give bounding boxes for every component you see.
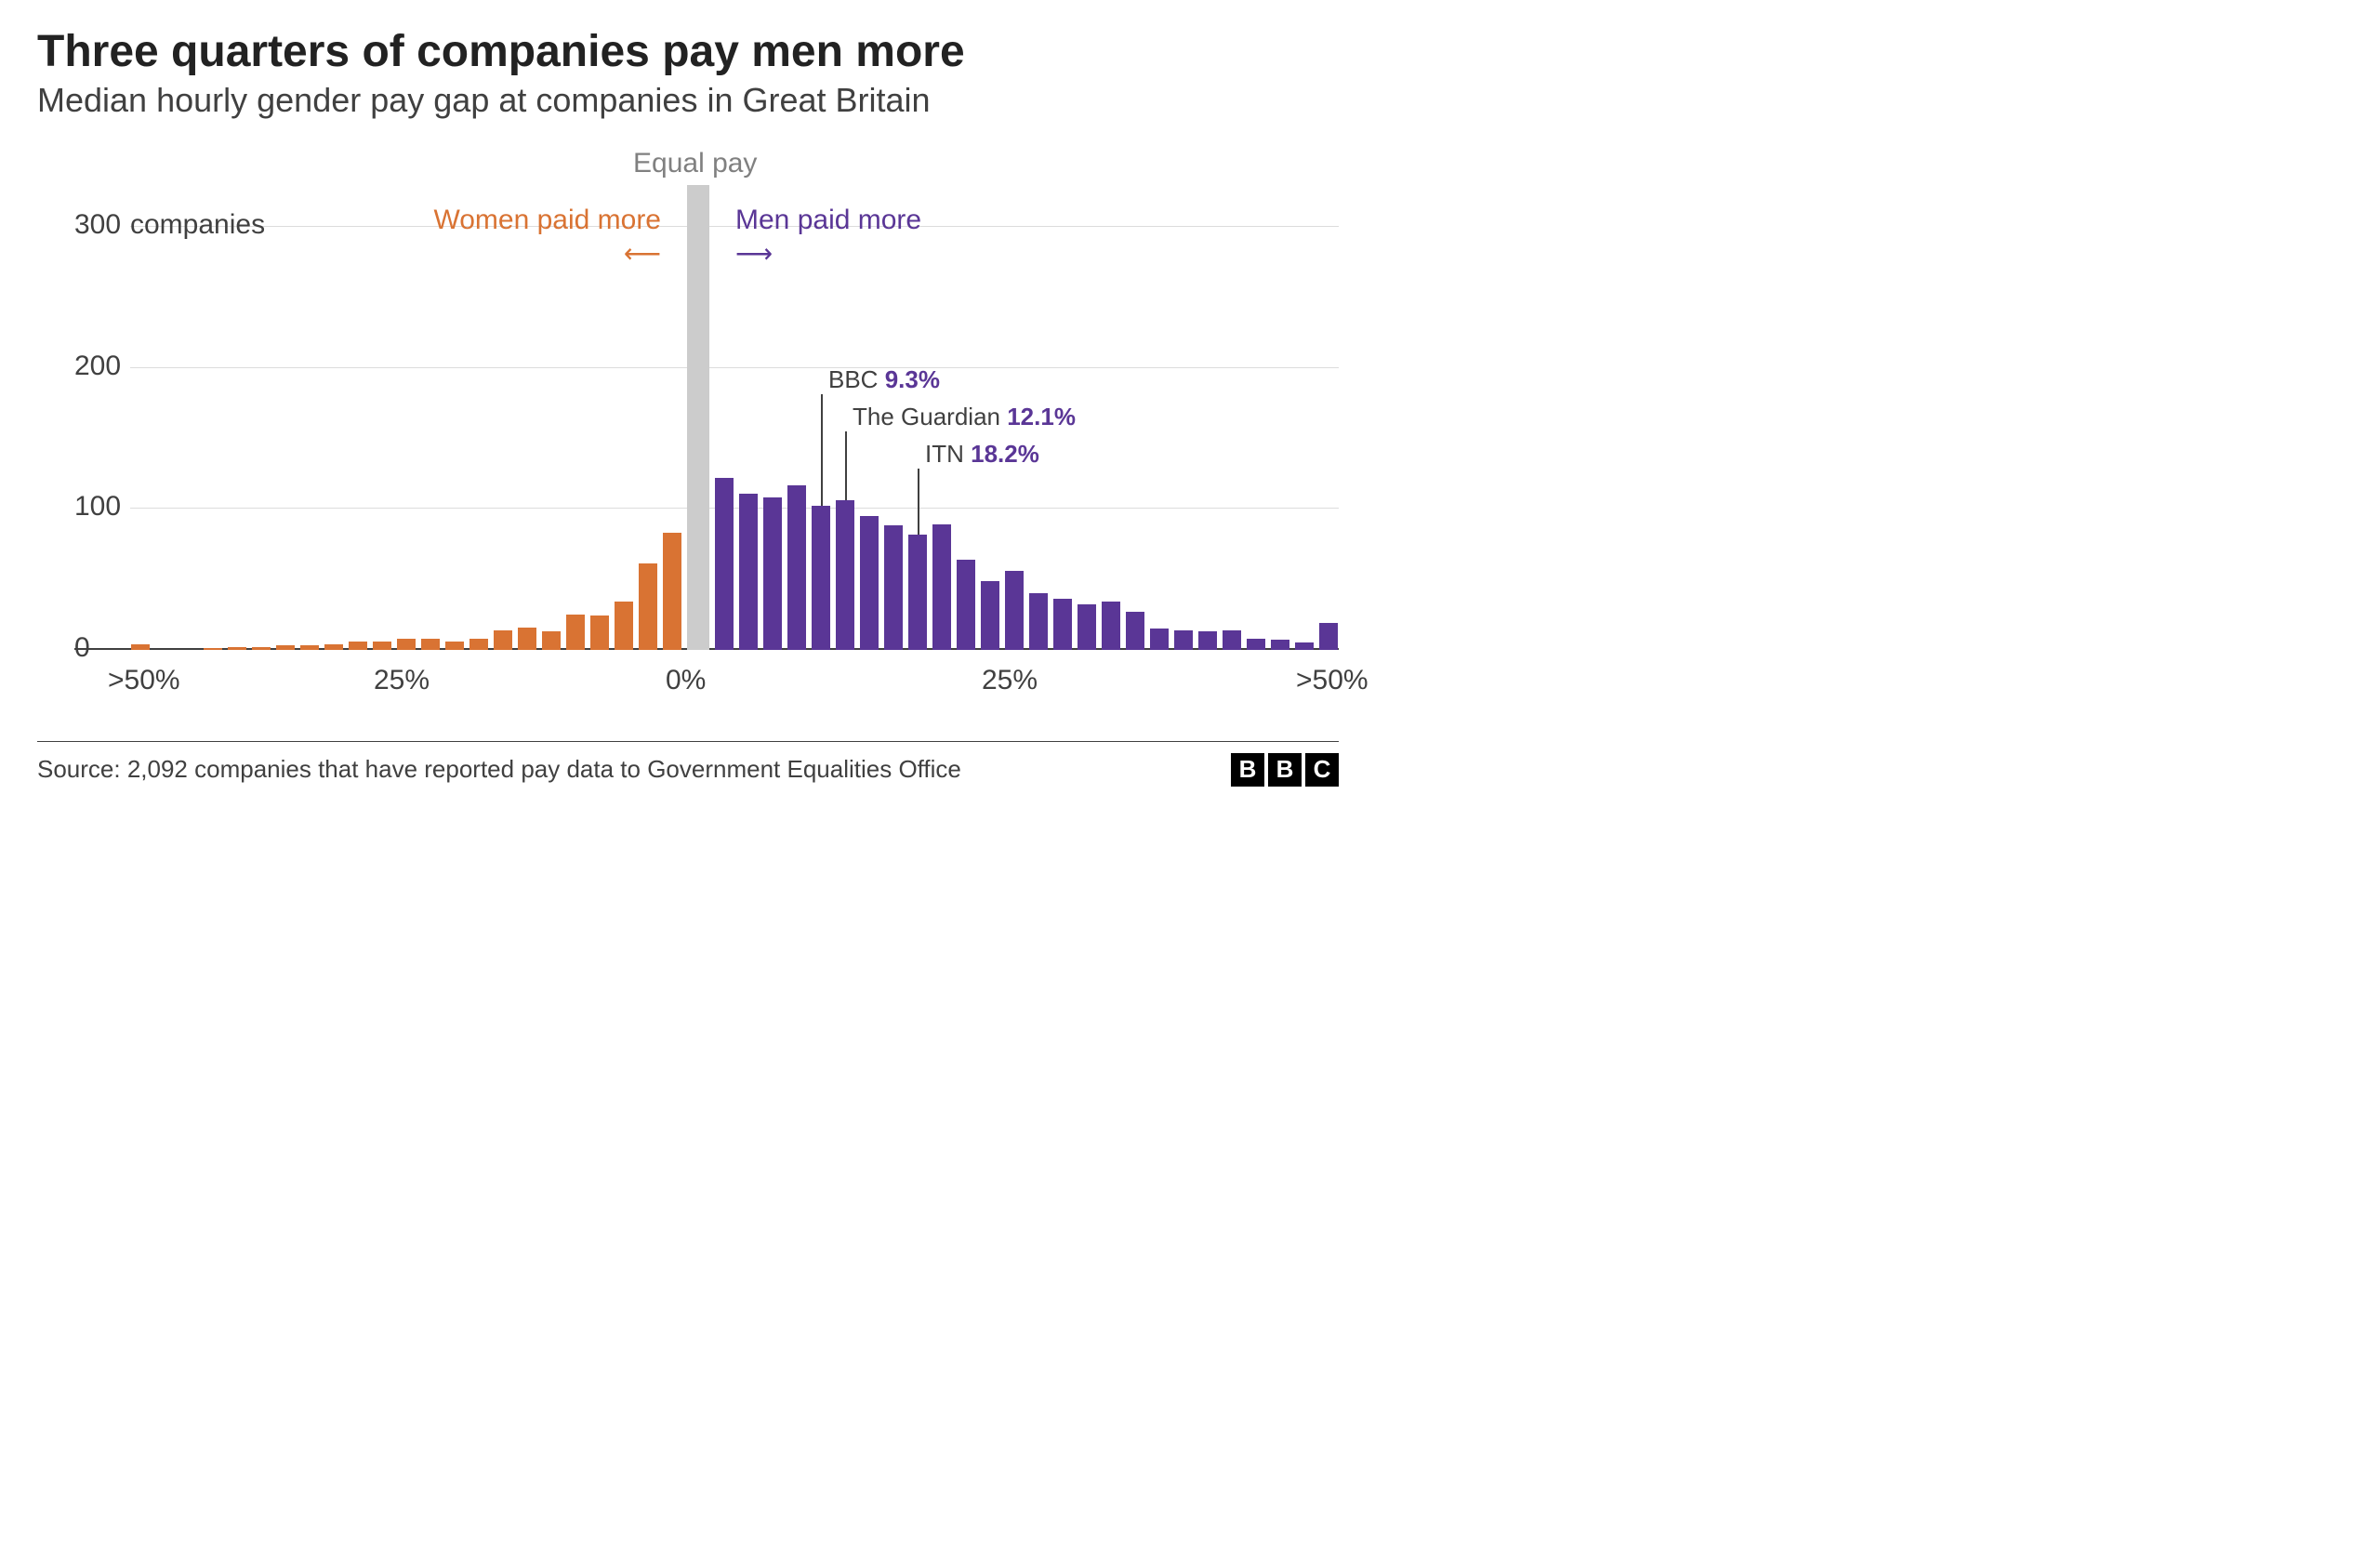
- histogram-bar: [252, 647, 271, 650]
- histogram-bar: [1078, 604, 1096, 649]
- y-tick-label: 100: [74, 491, 121, 523]
- histogram-bar: [1271, 640, 1289, 650]
- histogram-bar: [1053, 599, 1072, 650]
- chart-title: Three quarters of companies pay men more: [37, 28, 1339, 77]
- histogram-bar: [1126, 612, 1144, 650]
- callout-value: 18.2%: [971, 440, 1039, 468]
- histogram-bar: [300, 645, 319, 650]
- histogram-bar: [445, 642, 464, 650]
- histogram-bar: [1295, 642, 1314, 650]
- histogram-bar: [276, 645, 295, 650]
- histogram-bar: [1174, 630, 1193, 650]
- source-text: Source: 2,092 companies that have report…: [37, 755, 961, 784]
- histogram-bar: [1198, 631, 1217, 650]
- histogram-bar: [884, 525, 903, 649]
- histogram-bar: [663, 533, 681, 650]
- histogram-bar: [421, 639, 440, 650]
- histogram-bar: [1029, 593, 1048, 650]
- callout-value: 12.1%: [1007, 403, 1076, 430]
- callout-name: The Guardian: [853, 403, 1007, 430]
- histogram-bar: [957, 560, 975, 650]
- histogram-bar: [542, 631, 561, 650]
- x-tick-label: >50%: [1296, 665, 1368, 696]
- histogram-bar: [1102, 602, 1120, 650]
- histogram-bar: [349, 642, 367, 650]
- histogram-bar: [787, 485, 806, 650]
- callout-line: [821, 394, 823, 506]
- histogram-bar: [932, 524, 951, 650]
- women-paid-more-label: Women paid more: [433, 205, 661, 235]
- histogram-bar: [715, 478, 734, 650]
- callout-name: ITN: [925, 440, 971, 468]
- callout-line: [845, 431, 847, 500]
- histogram-bar: [324, 644, 343, 650]
- callout: The Guardian 12.1%: [853, 403, 1076, 431]
- infographic-container: Three quarters of companies pay men more…: [0, 0, 1376, 805]
- bbc-logo: BBC: [1231, 753, 1339, 787]
- chart-subtitle: Median hourly gender pay gap at companie…: [37, 81, 1339, 120]
- histogram-bar: [494, 630, 512, 650]
- histogram-bar: [204, 648, 222, 650]
- histogram-bar: [373, 642, 391, 650]
- callout-name: BBC: [828, 365, 885, 393]
- histogram-bar: [228, 647, 246, 650]
- histogram-bar: [860, 516, 879, 650]
- histogram-bar: [469, 639, 488, 650]
- histogram-bar: [908, 535, 927, 650]
- histogram-chart: 0100200300companies>50%25%0%25%>50%Equal…: [37, 139, 1339, 734]
- histogram-bar: [1005, 571, 1024, 650]
- women-category: Women paid more⟵: [433, 205, 661, 269]
- histogram-bar: [1223, 630, 1241, 650]
- callout: ITN 18.2%: [925, 440, 1039, 469]
- histogram-bar: [763, 497, 782, 650]
- histogram-bar: [836, 500, 854, 650]
- histogram-bar: [566, 615, 585, 650]
- men-category: Men paid more⟶: [735, 205, 921, 269]
- callout-line: [918, 469, 919, 535]
- histogram-bar: [615, 602, 633, 650]
- x-tick-label: 25%: [374, 665, 430, 696]
- histogram-bar: [739, 494, 758, 650]
- bbc-logo-letter: C: [1305, 753, 1339, 787]
- x-tick-label: >50%: [108, 665, 180, 696]
- y-tick-label: 200: [74, 351, 121, 382]
- histogram-bar: [1150, 629, 1169, 650]
- y-tick-label: 300: [74, 209, 121, 241]
- arrow-right-icon: ⟶: [735, 238, 921, 269]
- histogram-bar: [131, 644, 150, 650]
- histogram-bar: [590, 616, 609, 649]
- bbc-logo-letter: B: [1268, 753, 1302, 787]
- histogram-bar: [981, 581, 999, 650]
- histogram-bar: [518, 628, 536, 650]
- bars-container: [130, 185, 1339, 650]
- footer: Source: 2,092 companies that have report…: [37, 741, 1339, 787]
- men-paid-more-label: Men paid more: [735, 205, 921, 235]
- x-tick-label: 25%: [982, 665, 1038, 696]
- equal-pay-label: Equal pay: [633, 148, 757, 179]
- histogram-bar: [687, 185, 709, 650]
- histogram-bar: [1247, 639, 1265, 650]
- callout: BBC 9.3%: [828, 365, 940, 394]
- bbc-logo-letter: B: [1231, 753, 1264, 787]
- histogram-bar: [639, 563, 657, 649]
- histogram-bar: [1319, 623, 1338, 650]
- callout-value: 9.3%: [885, 365, 940, 393]
- x-tick-label: 0%: [666, 665, 706, 696]
- arrow-left-icon: ⟵: [433, 238, 661, 269]
- histogram-bar: [397, 639, 416, 650]
- histogram-bar: [812, 506, 830, 650]
